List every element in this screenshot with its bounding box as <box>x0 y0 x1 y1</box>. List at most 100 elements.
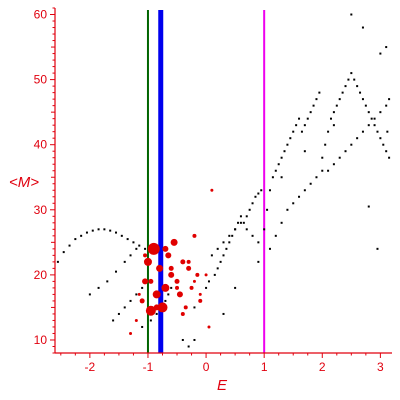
point-series-0 <box>222 241 225 244</box>
point-series-1 <box>176 291 183 298</box>
point-series-0 <box>359 91 362 94</box>
point-series-0 <box>379 111 382 114</box>
point-series-0 <box>321 156 324 159</box>
point-series-0 <box>386 130 389 133</box>
point-series-1 <box>142 278 149 285</box>
point-series-0 <box>329 117 332 120</box>
point-series-0 <box>234 228 237 231</box>
point-series-0 <box>286 143 289 146</box>
point-series-0 <box>237 221 240 224</box>
point-series-0 <box>300 130 303 133</box>
point-series-0 <box>350 13 353 16</box>
point-series-0 <box>141 325 144 328</box>
point-series-0 <box>85 231 88 234</box>
point-series-1 <box>195 272 200 277</box>
y-tick-label: 50 <box>34 73 48 87</box>
point-series-0 <box>257 192 260 195</box>
point-series-0 <box>234 286 237 289</box>
point-series-0 <box>181 338 184 341</box>
point-series-1 <box>174 278 180 284</box>
point-series-0 <box>350 143 353 146</box>
y-tick-label: 10 <box>34 333 48 347</box>
point-series-1 <box>192 279 196 283</box>
point-series-0 <box>263 228 266 231</box>
point-series-1 <box>168 265 174 271</box>
point-series-0 <box>373 124 376 127</box>
point-series-0 <box>309 182 312 185</box>
point-series-0 <box>149 319 152 322</box>
point-series-0 <box>228 241 231 244</box>
point-series-0 <box>356 85 359 88</box>
point-series-1 <box>148 278 154 284</box>
point-series-0 <box>210 254 213 257</box>
x-tick-label: -1 <box>143 360 154 374</box>
point-series-1 <box>145 305 156 316</box>
point-series-0 <box>315 176 318 179</box>
y-axis-title: <M> <box>9 174 39 191</box>
point-series-0 <box>257 260 260 263</box>
point-series-0 <box>361 26 364 29</box>
point-series-0 <box>344 85 347 88</box>
point-series-0 <box>97 228 100 231</box>
point-series-0 <box>56 260 59 263</box>
point-series-1 <box>207 325 211 329</box>
point-series-1 <box>186 259 191 264</box>
point-series-0 <box>388 156 391 159</box>
point-series-0 <box>312 104 315 107</box>
point-series-0 <box>341 91 344 94</box>
x-tick-label: 2 <box>319 360 326 374</box>
point-series-0 <box>155 312 158 315</box>
point-series-0 <box>298 117 301 120</box>
point-series-1 <box>152 290 161 299</box>
point-series-0 <box>280 221 283 224</box>
point-series-0 <box>376 247 379 250</box>
point-series-1 <box>189 285 194 290</box>
point-series-0 <box>353 78 356 81</box>
point-series-1 <box>157 302 168 313</box>
point-series-0 <box>74 238 77 241</box>
point-series-0 <box>91 229 94 232</box>
point-series-0 <box>367 111 370 114</box>
y-tick-label: 40 <box>34 138 48 152</box>
point-series-0 <box>248 208 251 211</box>
point-series-0 <box>286 208 289 211</box>
point-series-0 <box>120 234 123 237</box>
point-series-1 <box>198 292 202 296</box>
point-series-0 <box>350 72 353 75</box>
point-series-0 <box>382 143 385 146</box>
point-series-1 <box>143 253 148 258</box>
point-series-0 <box>193 338 196 341</box>
point-series-0 <box>385 150 388 153</box>
point-series-0 <box>68 244 71 247</box>
point-series-0 <box>62 251 65 254</box>
point-series-0 <box>376 130 379 133</box>
point-series-1 <box>162 245 169 252</box>
point-series-0 <box>251 234 254 237</box>
point-series-0 <box>239 221 242 224</box>
point-series-0 <box>292 202 295 205</box>
point-series-0 <box>129 299 132 302</box>
point-series-0 <box>205 286 208 289</box>
point-series-1 <box>180 259 186 265</box>
point-series-0 <box>164 299 167 302</box>
x-tick-label: -2 <box>85 360 96 374</box>
point-series-0 <box>370 117 373 120</box>
point-series-0 <box>327 130 330 133</box>
point-series-0 <box>283 150 286 153</box>
point-series-0 <box>315 98 318 101</box>
point-series-0 <box>268 189 271 192</box>
point-series-0 <box>167 293 170 296</box>
y-tick-label: 30 <box>34 203 48 217</box>
point-series-0 <box>306 117 309 120</box>
point-series-1 <box>175 285 180 290</box>
point-series-0 <box>332 124 335 127</box>
x-tick-label: 0 <box>203 360 210 374</box>
point-series-0 <box>303 189 306 192</box>
point-series-0 <box>123 306 126 309</box>
point-series-0 <box>97 286 100 289</box>
point-series-0 <box>106 280 109 283</box>
point-series-0 <box>245 215 248 218</box>
point-series-0 <box>225 247 228 250</box>
point-series-0 <box>260 189 263 192</box>
